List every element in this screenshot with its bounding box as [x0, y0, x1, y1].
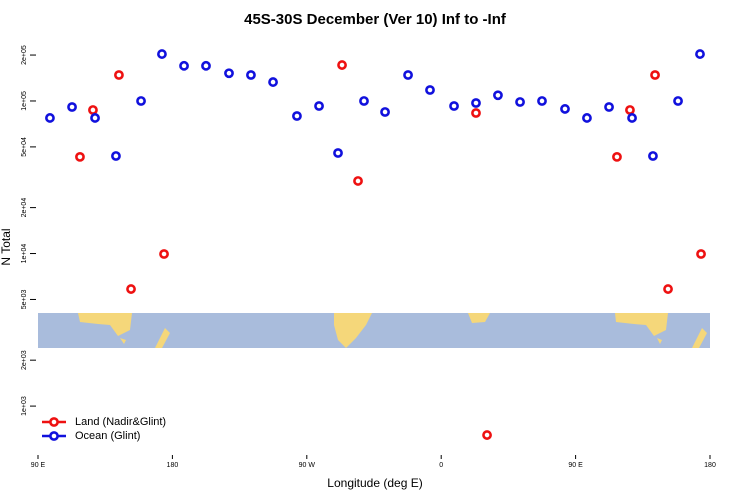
point	[604, 102, 614, 112]
point	[449, 101, 459, 111]
point	[582, 113, 592, 123]
point	[625, 105, 635, 115]
point	[45, 113, 55, 123]
point	[90, 113, 100, 123]
point	[359, 96, 369, 106]
point	[75, 151, 85, 162]
point	[648, 151, 658, 161]
point	[673, 96, 683, 106]
point	[482, 430, 492, 440]
point	[380, 107, 390, 117]
point	[695, 49, 705, 59]
x-tick-label: 90 E	[568, 462, 583, 469]
y-tick-label: 2e+04	[21, 198, 28, 218]
point	[126, 284, 136, 294]
point	[159, 249, 169, 259]
point	[353, 176, 363, 186]
point	[337, 60, 347, 70]
point	[114, 70, 124, 80]
legend-label: Ocean (Glint)	[75, 430, 140, 442]
point	[88, 105, 98, 115]
x-tick-label: 90 W	[299, 462, 316, 469]
legend-marker	[49, 431, 59, 441]
y-tick-label: 1e+05	[21, 91, 28, 111]
point	[179, 60, 189, 71]
point	[493, 90, 503, 101]
map-strip	[38, 313, 710, 348]
point	[515, 97, 525, 107]
point	[403, 70, 413, 80]
point	[314, 101, 324, 111]
point	[136, 96, 146, 106]
point	[663, 284, 673, 294]
point	[201, 60, 211, 71]
y-axis-label: N Total	[0, 228, 13, 265]
point	[696, 249, 706, 259]
point	[292, 111, 302, 121]
point	[224, 68, 234, 79]
point	[157, 49, 167, 59]
point	[425, 85, 435, 95]
point	[471, 98, 481, 108]
point	[627, 113, 637, 123]
x-axis-label: Longitude (deg E)	[327, 476, 422, 490]
y-tick-label: 5e+04	[21, 137, 28, 157]
legend-label: Land (Nadir&Glint)	[75, 416, 166, 428]
point	[268, 77, 278, 87]
point	[612, 151, 622, 162]
point	[333, 148, 343, 158]
x-tick-label: 180	[167, 462, 179, 469]
legend-marker	[49, 417, 59, 427]
point	[560, 104, 570, 114]
y-tick-label: 2e+03	[21, 350, 28, 370]
y-tick-label: 2e+05	[21, 45, 28, 65]
x-tick-label: 180	[704, 462, 716, 469]
point	[471, 108, 481, 118]
point	[537, 96, 547, 106]
point	[246, 70, 256, 80]
y-tick-label: 1e+04	[21, 244, 28, 264]
y-tick-label: 5e+03	[21, 290, 28, 310]
x-tick-label: 0	[439, 462, 443, 469]
point	[111, 151, 121, 161]
chart-title: 45S-30S December (Ver 10) Inf to -Inf	[244, 11, 507, 28]
x-tick-label: 90 E	[31, 462, 46, 469]
point	[650, 70, 660, 80]
y-tick-label: 1e+03	[21, 396, 28, 416]
point	[67, 102, 77, 112]
